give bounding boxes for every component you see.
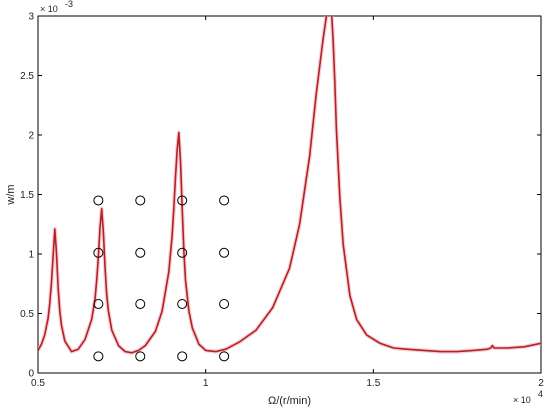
circle-marker [93,351,104,362]
y-tick-label: 1 [28,250,34,261]
x-tick-label: 0.5 [31,378,45,389]
y-axis-label: w/m [5,184,17,205]
circle-marker [93,247,104,258]
y-exponent-label: × 10 [40,4,58,14]
y-tick-label: 1.5 [20,190,34,201]
circle-marker [135,247,146,258]
circle-marker [219,195,230,206]
y-tick-label: 3 [28,12,34,23]
axis-ticks: 0.5 1 1.5 200.511.522.53 [20,12,544,390]
y-tick-label: 0 [28,369,34,380]
x-tick-label: 2 [538,378,544,389]
y-tick-label: 2.5 [20,71,34,82]
plot-frame [37,15,542,374]
circle-marker [93,298,104,309]
circle-marker [219,298,230,309]
circle-marker [177,195,188,206]
circle-marker [135,351,146,362]
x-tick-label: 1 [203,378,209,389]
circle-marker [135,298,146,309]
x-exponent: 4 [538,389,543,399]
circle-marker [177,351,188,362]
circle-marker [219,247,230,258]
chart-series [38,16,541,362]
x-exponent-label: × 10 [513,395,531,405]
x-tick-label: 1.5 [366,378,380,389]
y-tick-label: 2 [28,131,34,142]
x-axis-label: Ω/(r/min) [268,395,311,407]
circle-marker [219,351,230,362]
y-tick-label: 0.5 [20,309,34,320]
circle-marker [177,247,188,258]
circle-marker [177,298,188,309]
response-curve-line [38,16,541,354]
circle-marker [93,195,104,206]
circle-marker [135,195,146,206]
y-exponent: -3 [65,0,73,9]
